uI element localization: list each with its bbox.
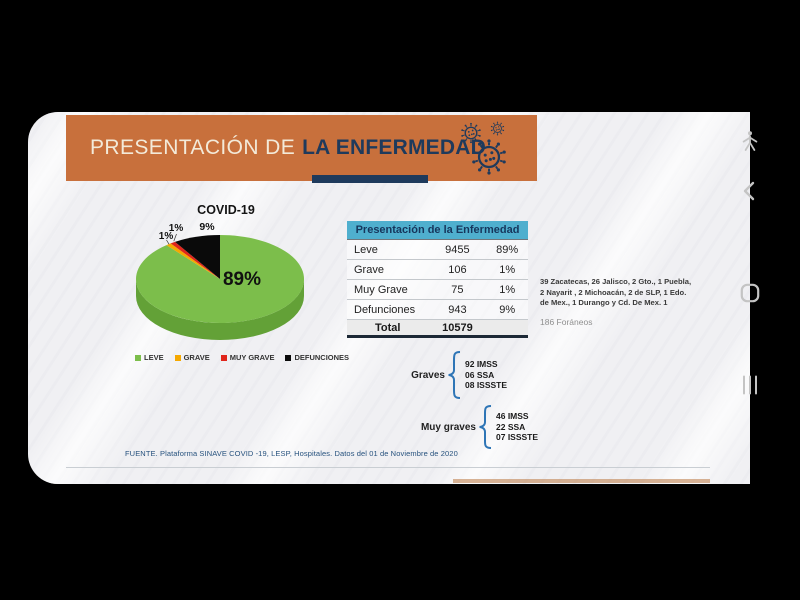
next-slide-edge (453, 479, 710, 483)
total-label: Total (374, 321, 401, 334)
brace-icon (479, 405, 491, 449)
legend-item-grave: GRAVE (174, 353, 210, 362)
virus-icon (490, 121, 505, 136)
slide-bottom-divider (66, 467, 710, 468)
banner-title-regular: PRESENTACIÓN DE (90, 136, 296, 159)
table-total-row: Total 10579 (347, 320, 528, 338)
row-label: Muy Grave (354, 283, 408, 296)
recents-icon[interactable] (738, 373, 762, 397)
pie-label-leve: 89% (222, 269, 262, 290)
foraneos-note: 186 Foráneos (540, 316, 593, 327)
row-pct: 1% (499, 283, 516, 296)
legend-label-leve: LEVE (144, 353, 164, 362)
row-pct: 9% (499, 303, 516, 316)
legend-swatch-leve (135, 354, 141, 361)
legend-item-muy-grave: MUY GRAVE (220, 353, 275, 362)
phone-screen[interactable]: PRESENTACIÓN DE LA ENFERMEDAD COVID-19 8… (28, 112, 750, 484)
row-value: 9455 (445, 243, 470, 256)
pie-legend: LEVE GRAVE MUY GRAVE DEFUNCIONES (135, 353, 349, 362)
home-icon[interactable] (736, 281, 764, 305)
graves-group: Graves 92 IMSS 06 SSA 08 ISSSTE (378, 350, 507, 400)
back-icon[interactable] (738, 179, 762, 203)
muy-graves-group: Muy graves 46 IMSS 22 SSA 07 ISSSTE (418, 404, 538, 450)
row-pct: 89% (496, 243, 519, 256)
legend-item-defunciones: DEFUNCIONES (285, 353, 349, 362)
total-value: 10579 (442, 321, 473, 334)
row-pct: 1% (499, 263, 516, 276)
states-line: 39 Zacatecas, 26 Jalisco, 2 Gto., 1 Pueb… (540, 277, 692, 286)
brace-icon (448, 351, 460, 399)
legend-swatch-muy-grave (220, 354, 227, 361)
muy-graves-item: 07 ISSSTE (496, 432, 539, 443)
row-label: Grave (354, 263, 384, 276)
pie-label-grave: 1% (158, 231, 174, 242)
graves-item: 92 IMSS (465, 359, 498, 370)
legend-label-defunciones: DEFUNCIONES (294, 353, 350, 362)
accessibility-icon[interactable] (736, 129, 764, 153)
muy-graves-items: 46 IMSS 22 SSA 07 ISSSTE (496, 411, 538, 443)
table-row: Leve 9455 89% (347, 240, 528, 260)
virus-icons-group (458, 120, 510, 178)
muy-graves-item: 46 IMSS (496, 411, 529, 422)
states-breakdown-note: 39 Zacatecas, 26 Jalisco, 2 Gto., 1 Pueb… (540, 277, 725, 327)
states-line: 2 Nayarit , 2 Michoacán, 2 de SLP, 1 Edo… (540, 287, 687, 297)
legend-swatch-grave (174, 354, 181, 361)
android-nav-bar (750, 0, 800, 600)
pie-chart-title: COVID-19 (197, 203, 255, 217)
row-label: Leve (354, 243, 378, 256)
slide-title-banner: PRESENTACIÓN DE LA ENFERMEDAD (66, 115, 537, 181)
source-footnote: FUENTE. Plataforma SINAVE COVID -19, LES… (125, 449, 458, 458)
pie-chart (136, 233, 305, 340)
table-row: Muy Grave 75 1% (347, 280, 528, 300)
graves-item: 06 SSA (465, 369, 495, 380)
banner-accent-underline (312, 175, 428, 183)
pie-label-defunciones: 9% (199, 221, 215, 233)
legend-swatch-defunciones (285, 354, 292, 361)
legend-item-leve: LEVE (135, 353, 164, 362)
graves-item: 08 ISSSTE (465, 380, 508, 391)
pie-label-muy-grave: 1% (168, 223, 184, 234)
table-row: Grave 106 1% (347, 260, 528, 280)
table-title: Presentación de la Enfermedad (347, 221, 528, 240)
table-row: Defunciones 943 9% (347, 300, 528, 320)
virus-icon (472, 139, 506, 175)
states-line: de Mex., 1 Durango y Cd. De Mex. 1 (540, 298, 668, 307)
graves-label: Graves (411, 369, 445, 381)
row-value: 75 (451, 283, 464, 296)
banner-title-bold: LA ENFERMEDAD (302, 136, 486, 159)
legend-label-muy-grave: MUY GRAVE (229, 353, 275, 362)
row-value: 943 (448, 303, 467, 316)
disease-table: Presentación de la Enfermedad Leve 9455 … (347, 221, 528, 338)
row-value: 106 (448, 263, 467, 276)
muy-graves-item: 22 SSA (496, 421, 526, 432)
virus-icon (461, 122, 481, 144)
row-label: Defunciones (354, 303, 416, 316)
legend-label-grave: GRAVE (183, 353, 210, 362)
muy-graves-label: Muy graves (420, 421, 476, 433)
graves-items: 92 IMSS 06 SSA 08 ISSSTE (465, 359, 507, 391)
